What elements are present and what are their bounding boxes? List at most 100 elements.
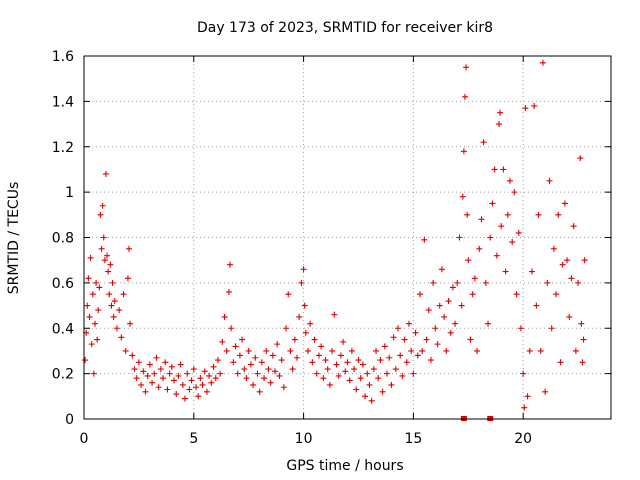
data-point — [182, 395, 189, 402]
data-point — [263, 347, 270, 354]
grid-lines — [84, 56, 611, 419]
data-point — [496, 121, 503, 128]
data-point — [247, 361, 254, 368]
data-point — [283, 325, 290, 332]
data-point — [168, 363, 175, 370]
data-point — [109, 279, 116, 286]
data-point — [480, 139, 487, 146]
data-point — [142, 388, 149, 395]
data-point — [289, 366, 296, 373]
data-point — [485, 320, 492, 327]
data-point — [449, 284, 456, 291]
data-point — [572, 347, 579, 354]
data-point — [252, 354, 259, 361]
data-point — [405, 320, 412, 327]
data-point — [366, 381, 373, 388]
data-point — [329, 347, 336, 354]
data-point — [171, 377, 178, 384]
data-point — [575, 279, 582, 286]
data-point — [133, 375, 140, 382]
data-point — [217, 370, 224, 377]
data-point — [564, 257, 571, 264]
data-point — [280, 384, 287, 391]
data-point — [568, 275, 575, 282]
data-point — [348, 347, 355, 354]
data-point — [561, 200, 568, 207]
data-point — [116, 307, 123, 314]
data-point — [493, 252, 500, 259]
data-point — [326, 381, 333, 388]
data-point — [443, 347, 450, 354]
data-point — [478, 216, 485, 223]
y-tick-label: 1.2 — [52, 140, 74, 156]
data-points — [82, 59, 588, 411]
data-point — [173, 391, 180, 398]
x-tick-label: 10 — [295, 431, 313, 447]
data-point — [458, 302, 465, 309]
data-point — [256, 388, 263, 395]
y-axis-label: SRMTID / TECUs — [6, 182, 22, 295]
data-point — [465, 257, 472, 264]
data-point — [544, 279, 551, 286]
data-point — [149, 379, 156, 386]
data-point — [390, 334, 397, 341]
data-point — [447, 329, 454, 336]
data-point — [373, 347, 380, 354]
data-point — [127, 320, 134, 327]
data-point — [471, 275, 478, 282]
data-point — [124, 275, 131, 282]
axis-ticks: 0 0.2 0.4 0.6 0.8 1 1.2 1.4 1.6 0 5 10 15 20 — [52, 49, 611, 447]
data-point — [291, 336, 298, 343]
data-point — [395, 325, 402, 332]
y-tick-label: 1 — [65, 185, 74, 201]
data-point — [84, 302, 91, 309]
data-point — [138, 381, 145, 388]
data-point — [197, 375, 204, 382]
y-tick-label: 1.4 — [52, 94, 74, 110]
data-point — [502, 268, 509, 275]
data-point — [82, 357, 89, 364]
data-point — [278, 357, 285, 364]
data-point — [311, 336, 318, 343]
data-point — [162, 359, 169, 366]
data-point — [300, 266, 307, 273]
data-point — [524, 393, 531, 400]
data-point — [577, 155, 584, 162]
data-point — [87, 254, 94, 261]
data-point — [276, 372, 283, 379]
data-point — [555, 211, 562, 218]
data-point — [179, 381, 186, 388]
data-point — [464, 211, 471, 218]
data-point — [491, 166, 498, 173]
data-point — [498, 223, 505, 230]
data-point — [427, 357, 434, 364]
data-point — [580, 336, 587, 343]
data-point — [542, 388, 549, 395]
data-point — [463, 64, 470, 71]
data-point — [324, 366, 331, 373]
data-point — [135, 359, 142, 366]
data-point — [531, 102, 538, 109]
data-point — [487, 234, 494, 241]
data-point — [166, 370, 173, 377]
data-point — [243, 375, 250, 382]
data-point — [539, 59, 546, 66]
data-point — [434, 341, 441, 348]
data-point — [513, 291, 520, 298]
data-point — [225, 288, 232, 295]
data-point — [301, 302, 308, 309]
y-tick-label: 0 — [65, 412, 74, 428]
data-point — [160, 375, 167, 382]
data-point — [111, 298, 118, 305]
data-point — [186, 386, 193, 393]
y-tick-label: 0.2 — [52, 367, 74, 383]
data-point — [359, 361, 366, 368]
data-point — [108, 302, 115, 309]
data-point — [370, 366, 377, 373]
data-point — [120, 291, 127, 298]
data-point — [274, 341, 281, 348]
x-tick-label: 0 — [80, 431, 89, 447]
data-point — [467, 336, 474, 343]
data-point — [581, 257, 588, 264]
data-point — [353, 386, 360, 393]
